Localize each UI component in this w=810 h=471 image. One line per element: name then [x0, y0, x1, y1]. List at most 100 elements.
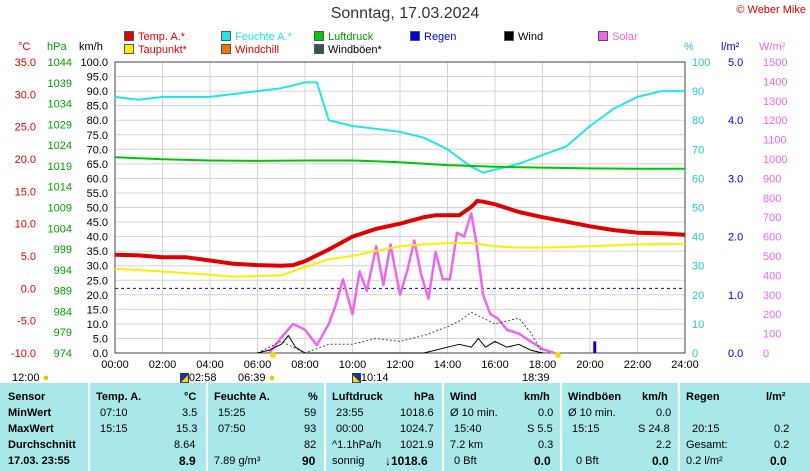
time-tick-label: 02:00: [149, 359, 177, 371]
solar-tick-label: 1000: [763, 154, 787, 166]
time-tick-label: 10:00: [339, 359, 367, 371]
humidity-header: Feuchte A.: [214, 391, 270, 403]
gust-bft: 0 Bft: [576, 455, 599, 467]
sunset-label: 18:39: [522, 372, 550, 384]
wind-current: 0.0: [534, 454, 551, 468]
sunset-marker: [554, 352, 561, 358]
time-tick-label: 16:00: [481, 359, 509, 371]
temp-header: Temp. A.: [96, 391, 142, 403]
time-tick-label: 22:00: [624, 359, 652, 371]
temp-tick-label: 5.0: [21, 251, 36, 263]
rain-tick-label: 5.0: [728, 57, 743, 69]
pressure-tick-label: 1009: [48, 203, 72, 215]
rain-tick-label: 0.0: [728, 348, 743, 360]
rain-tick-label: 4.0: [728, 115, 743, 127]
temp-tick-label: -5.0: [17, 316, 36, 328]
time-tick-label: 14:00: [434, 359, 462, 371]
rain-header-unit: l/m²: [766, 391, 786, 403]
solar-tick-label: 1500: [763, 57, 787, 69]
moonrise-label: ◢02:58: [180, 372, 217, 384]
time-tick-label: 18:00: [529, 359, 557, 371]
humidity-tick-label: 60: [692, 173, 704, 185]
rain-header: Regen: [686, 391, 720, 403]
wind-tick-label: 85.0: [87, 101, 108, 113]
pressure-tick-label: 974: [54, 348, 72, 360]
time-tick-label: 08:00: [291, 359, 319, 371]
wind-tick-label: 70.0: [87, 144, 108, 156]
sunrise-label: 06:39 ●: [238, 372, 276, 384]
temp-max-time: 15:15: [100, 423, 128, 435]
solar-tick-label: 500: [763, 251, 781, 263]
pressure-max-time: 00:00: [336, 423, 364, 435]
wind-tick-label: 25.0: [87, 275, 108, 287]
pressure-tick-label: 989: [54, 286, 72, 298]
rain-tick-label: 3.0: [728, 173, 743, 185]
humidity-tick-label: 50: [692, 203, 704, 215]
pressure-weather: sonnig: [332, 455, 365, 467]
legend-solar: Solar: [598, 31, 638, 43]
legend-dewpoint: Taupunkt*: [124, 44, 187, 56]
gust-max: S 24.8: [638, 423, 670, 435]
humidity-tick-label: 20: [692, 290, 704, 302]
rain-tick-label: 1.0: [728, 290, 743, 302]
credit-text[interactable]: © Weber Mike: [736, 4, 806, 16]
temp-unit: °C: [18, 41, 31, 53]
temp-tick-label: 15.0: [15, 186, 36, 198]
humidity-abs: 7.89 g/m³: [214, 455, 261, 467]
pressure-tick-label: 994: [54, 265, 72, 277]
temp-header-unit: °C: [184, 391, 197, 403]
temp-tick-label: 25.0: [15, 122, 36, 134]
temp-min: 3.5: [182, 407, 198, 419]
solar-tick-label: 1400: [763, 76, 787, 88]
pressure-tick-label: 999: [54, 244, 72, 256]
wind-tick-label: 100.0: [80, 57, 108, 69]
wind-min-label: Ø 10 min.: [450, 407, 498, 419]
legend-temp: Temp. A.*: [124, 31, 185, 43]
solar-tick-label: 1100: [763, 135, 787, 147]
solar-tick-label: 300: [763, 290, 781, 302]
solar-tick-label: 700: [763, 212, 781, 224]
pressure-tick-label: 1014: [48, 182, 72, 194]
sunrise-marker: [269, 352, 276, 358]
pressure-current: ↓1018.6: [385, 454, 428, 468]
solar-tick-label: 0: [763, 348, 769, 360]
pressure-tick-label: 1039: [48, 78, 72, 90]
humidity-tick-label: 70: [692, 144, 704, 156]
humidity-unit: %: [684, 41, 694, 53]
humidity-max-time: 07:50: [218, 423, 246, 435]
noon-label: 12:00 ●: [12, 372, 50, 384]
pressure-avg: 1021.9: [400, 439, 434, 451]
humidity-tick-label: 10: [692, 319, 704, 331]
gust-header-unit: km/h: [642, 391, 668, 403]
row-current: 17.03. 23:55: [8, 455, 70, 467]
solar-tick-label: 1200: [763, 115, 787, 127]
humidity-min-time: 15:25: [218, 407, 246, 419]
pressure-tick-label: 1004: [48, 223, 72, 235]
gust-min: 0.0: [656, 407, 672, 419]
solar-unit: W/m²: [759, 41, 786, 53]
wind-header-unit: km/h: [524, 391, 550, 403]
gust-header: Windböen: [568, 391, 622, 403]
legend-windchill: Windchill: [221, 44, 279, 56]
temp-tick-label: 35.0: [15, 57, 36, 69]
solar-tick-label: 200: [763, 309, 781, 321]
solar-tick-label: 100: [763, 329, 781, 341]
pressure-tick-label: 1044: [48, 57, 72, 69]
series-temp-a: [114, 199, 686, 268]
solar-tick-label: 1300: [763, 96, 787, 108]
wind-tick-label: 90.0: [87, 86, 108, 98]
legend-humidity: Feuchte A.*: [221, 31, 292, 43]
pressure-header: Luftdruck: [332, 391, 383, 403]
time-tick-label: 06:00: [244, 359, 272, 371]
pressure-tick-label: 1034: [48, 99, 72, 111]
rain-current: 0.2 l/m²: [686, 455, 723, 467]
series-wind: [257, 335, 543, 354]
pressure-unit: hPa: [47, 41, 67, 53]
humidity-tick-label: 80: [692, 115, 704, 127]
gust-max-time: 15:15: [572, 423, 600, 435]
wind-tick-label: 40.0: [87, 232, 108, 244]
series-solar: [268, 212, 555, 355]
wind-tick-label: 45.0: [87, 217, 108, 229]
wind-dist: 7.2 km: [450, 439, 484, 451]
wind-tick-label: 60.0: [87, 173, 108, 185]
